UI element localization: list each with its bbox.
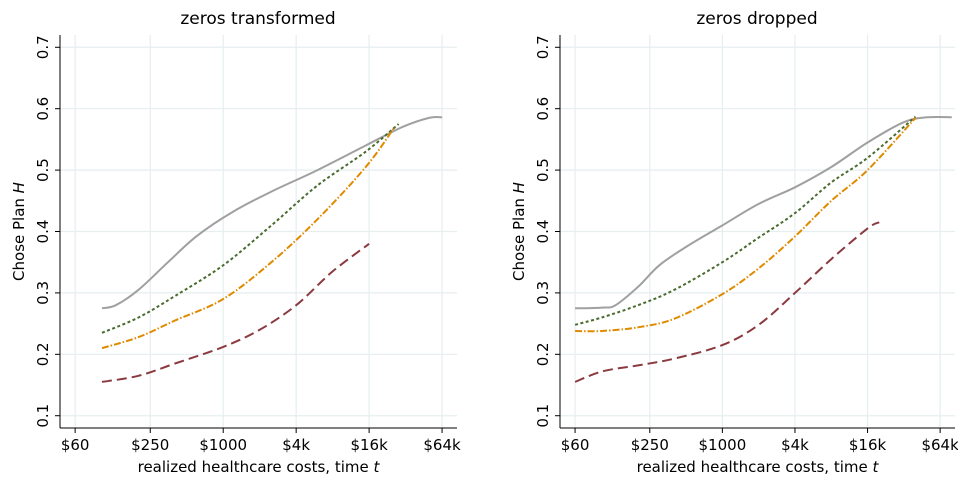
y-tick-label: 0.6 xyxy=(534,97,552,121)
y-tick-label: 0.1 xyxy=(34,404,52,428)
series-line-3 xyxy=(574,221,880,383)
y-axis-label-text: Chose Plan xyxy=(510,193,528,281)
x-axis-label: realized healthcare costs, time t xyxy=(138,458,381,476)
x-axis-label-text: realized healthcare costs, time xyxy=(138,458,374,476)
x-axis-label-text: realized healthcare costs, time xyxy=(637,458,873,476)
x-tick-label: $4k xyxy=(781,436,809,454)
series-line-0 xyxy=(575,115,952,310)
y-tick-label: 0.5 xyxy=(34,158,52,182)
y-tick-label: 0.5 xyxy=(534,158,552,182)
x-axis-label: realized healthcare costs, time t xyxy=(637,458,880,476)
x-tick-label: $16k xyxy=(849,436,887,454)
panel-zeros-transformed: 0.1 0.2 0.3 0.4 0.5 0.6 0.7 $60 $250 $1000 $4k $16k… xyxy=(10,9,461,476)
series-line-2 xyxy=(101,126,396,350)
x-tick-label: $1000 xyxy=(199,436,247,454)
chart-title: zeros transformed xyxy=(180,9,335,29)
y-tick-label: 0.2 xyxy=(534,342,552,366)
x-tick-label: $4k xyxy=(282,436,310,454)
series-line-3 xyxy=(101,243,370,383)
y-axis-label: Chose Plan H xyxy=(510,182,528,281)
y-axis-label-text: Chose Plan xyxy=(10,193,28,281)
y-axis-label-variable: H xyxy=(10,182,28,193)
x-tick-label: $64k xyxy=(921,436,958,454)
x-axis-label-variable: t xyxy=(872,458,879,476)
y-tick-label: 0.6 xyxy=(34,97,52,121)
series-line-1 xyxy=(574,115,917,326)
x-tick-label: $250 xyxy=(131,436,169,454)
series-line-2 xyxy=(575,117,917,333)
y-tick-label: 0.7 xyxy=(34,35,52,59)
x-tick-label: $60 xyxy=(561,436,590,454)
y-tick-label: 0.4 xyxy=(34,220,52,244)
y-tick-label: 0.2 xyxy=(34,342,52,366)
chart-title: zeros dropped xyxy=(696,9,817,29)
series-line-0 xyxy=(101,116,443,310)
y-tick-label: 0.3 xyxy=(534,281,552,305)
x-tick-label: $64k xyxy=(423,436,461,454)
x-tick-label: $1000 xyxy=(699,436,747,454)
y-tick-label: 0.4 xyxy=(534,220,552,244)
y-tick-label: 0.1 xyxy=(534,404,552,428)
series-line-1 xyxy=(101,123,400,334)
x-tick-label: $60 xyxy=(61,436,90,454)
y-axis-label-variable: H xyxy=(510,182,528,193)
panel-zeros-dropped: 0.1 0.2 0.3 0.4 0.5 0.6 0.7 $60 $250 $1000 $4k $16k… xyxy=(510,9,958,476)
x-tick-label: $250 xyxy=(631,436,669,454)
y-axis-label: Chose Plan H xyxy=(10,182,28,281)
x-axis-label-variable: t xyxy=(373,458,380,476)
y-tick-label: 0.7 xyxy=(534,35,552,59)
x-tick-label: $16k xyxy=(350,436,388,454)
y-tick-label: 0.3 xyxy=(34,281,52,305)
